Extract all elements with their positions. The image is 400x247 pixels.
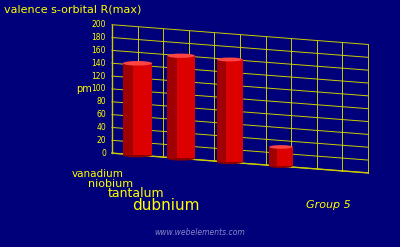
- Ellipse shape: [217, 160, 242, 164]
- Ellipse shape: [167, 156, 195, 161]
- Ellipse shape: [167, 54, 195, 58]
- Text: Group 5: Group 5: [306, 200, 350, 210]
- Ellipse shape: [123, 153, 152, 157]
- Text: valence s-orbital R(max): valence s-orbital R(max): [4, 5, 141, 15]
- Text: dubnium: dubnium: [132, 198, 200, 212]
- Text: 100: 100: [92, 84, 106, 93]
- Text: 40: 40: [96, 123, 106, 132]
- Ellipse shape: [217, 58, 242, 62]
- Polygon shape: [167, 56, 177, 159]
- Text: 20: 20: [96, 136, 106, 145]
- Text: 120: 120: [92, 72, 106, 81]
- Polygon shape: [167, 56, 195, 159]
- Ellipse shape: [123, 61, 152, 65]
- Text: pm: pm: [76, 84, 92, 94]
- Ellipse shape: [269, 164, 293, 168]
- Text: 180: 180: [92, 33, 106, 42]
- Polygon shape: [269, 147, 278, 166]
- Ellipse shape: [269, 145, 293, 149]
- Text: www.webelements.com: www.webelements.com: [155, 228, 245, 237]
- Text: 60: 60: [96, 110, 106, 119]
- Polygon shape: [217, 60, 242, 162]
- Text: vanadium: vanadium: [72, 169, 124, 179]
- Polygon shape: [123, 63, 152, 155]
- Polygon shape: [123, 63, 133, 155]
- Text: tantalum: tantalum: [108, 187, 165, 200]
- Text: 80: 80: [96, 97, 106, 106]
- Text: 200: 200: [92, 20, 106, 29]
- Text: 140: 140: [92, 59, 106, 68]
- Text: 160: 160: [92, 46, 106, 55]
- Text: 0: 0: [101, 149, 106, 158]
- Polygon shape: [269, 147, 293, 166]
- Text: niobium: niobium: [88, 179, 133, 189]
- Polygon shape: [217, 60, 226, 162]
